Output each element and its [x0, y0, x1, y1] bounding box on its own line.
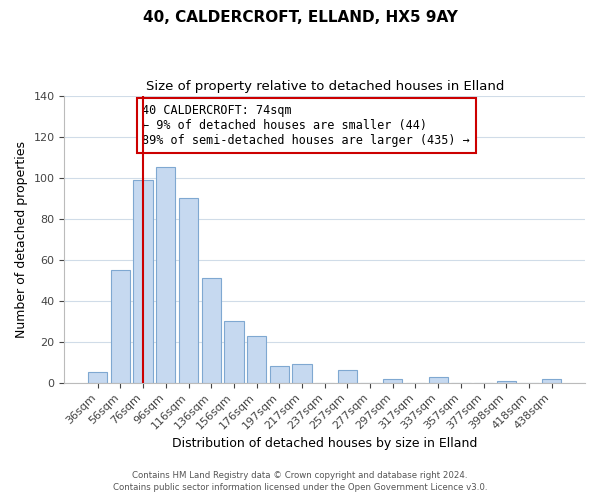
Bar: [156, 168, 175, 382]
Bar: [428, 376, 448, 382]
Bar: [542, 378, 562, 382]
Bar: [292, 364, 311, 382]
Text: 40 CALDERCROFT: 74sqm
← 9% of detached houses are smaller (44)
89% of semi-detac: 40 CALDERCROFT: 74sqm ← 9% of detached h…: [142, 104, 470, 147]
Text: Contains HM Land Registry data © Crown copyright and database right 2024.
Contai: Contains HM Land Registry data © Crown c…: [113, 471, 487, 492]
Bar: [247, 336, 266, 382]
Bar: [179, 198, 198, 382]
Bar: [202, 278, 221, 382]
Bar: [383, 378, 403, 382]
Bar: [88, 372, 107, 382]
Text: 40, CALDERCROFT, ELLAND, HX5 9AY: 40, CALDERCROFT, ELLAND, HX5 9AY: [143, 10, 457, 25]
Bar: [338, 370, 357, 382]
Bar: [269, 366, 289, 382]
Bar: [133, 180, 153, 382]
Title: Size of property relative to detached houses in Elland: Size of property relative to detached ho…: [146, 80, 504, 93]
Bar: [224, 321, 244, 382]
X-axis label: Distribution of detached houses by size in Elland: Distribution of detached houses by size …: [172, 437, 478, 450]
Y-axis label: Number of detached properties: Number of detached properties: [15, 140, 28, 338]
Bar: [497, 380, 516, 382]
Bar: [111, 270, 130, 382]
